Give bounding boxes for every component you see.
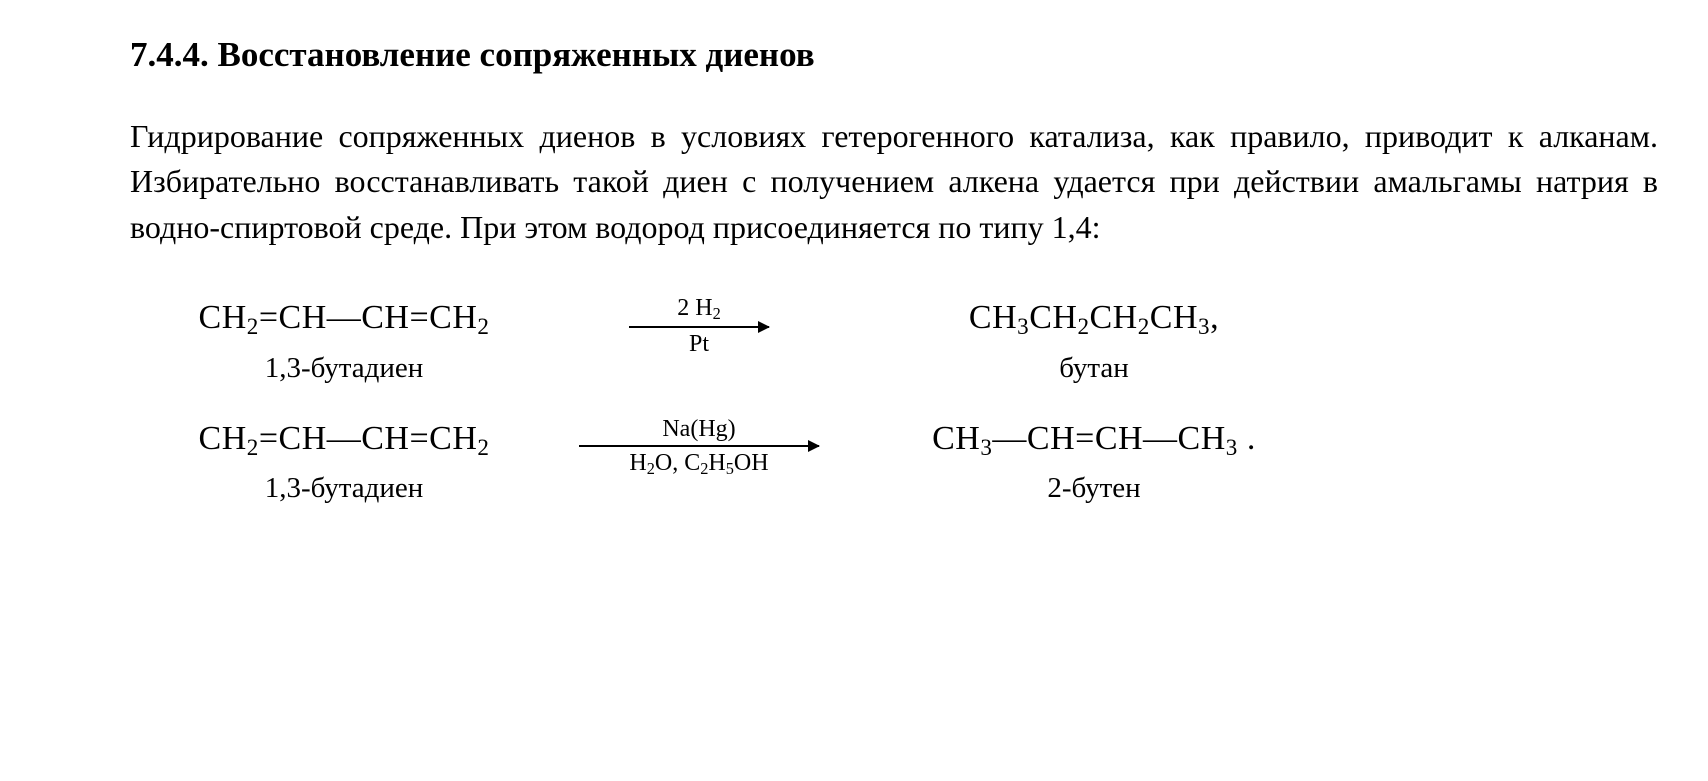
equation-row-2: CH2=CH—CH=CH2 1,3-бутадиен Na(Hg) H2O, C… xyxy=(144,415,1658,510)
eq2-arrow: Na(Hg) H2O, C2H5OH xyxy=(579,417,819,477)
eq1-product-col: CH3CH2CH2CH3, бутан xyxy=(854,294,1334,389)
equation-row-1: CH2=CH—CH=CH2 1,3-бутадиен 2 H2 Pt CH3CH… xyxy=(144,294,1658,389)
section-heading: 7.4.4. Восстановление сопряженных диенов xyxy=(130,30,1658,80)
eq2-arrow-col: Na(Hg) H2O, C2H5OH xyxy=(544,415,854,477)
eq2-reactant-caption: 1,3-бутадиен xyxy=(265,468,424,509)
eq2-arrow-top: Na(Hg) xyxy=(662,417,735,441)
eq1-reactant-formula: CH2=CH—CH=CH2 xyxy=(199,294,490,344)
eq2-product-formula: CH3—CH=CH—CH3 . xyxy=(932,415,1256,465)
body-paragraph: Гидрирование сопряженных диенов в услови… xyxy=(130,114,1658,250)
eq1-arrow-col: 2 H2 Pt xyxy=(544,294,854,356)
eq1-arrow: 2 H2 Pt xyxy=(629,296,769,356)
eq2-arrow-bottom: H2O, C2H5OH xyxy=(629,451,768,477)
equations-block: CH2=CH—CH=CH2 1,3-бутадиен 2 H2 Pt CH3CH… xyxy=(130,294,1658,510)
eq2-reactant-formula: CH2=CH—CH=CH2 xyxy=(199,415,490,465)
eq1-product-formula: CH3CH2CH2CH3, xyxy=(969,294,1219,344)
eq1-arrow-line xyxy=(629,326,769,328)
eq1-arrow-top: 2 H2 xyxy=(677,296,721,322)
eq1-reactant-caption: 1,3-бутадиен xyxy=(265,348,424,389)
eq1-arrow-bottom: Pt xyxy=(689,332,709,356)
page: 7.4.4. Восстановление сопряженных диенов… xyxy=(0,0,1708,781)
eq2-arrow-line xyxy=(579,445,819,447)
eq2-product-caption: 2-бутен xyxy=(1047,468,1140,509)
eq2-product-col: CH3—CH=CH—CH3 . 2-бутен xyxy=(854,415,1334,510)
eq1-product-caption: бутан xyxy=(1059,348,1129,389)
eq2-reactant-col: CH2=CH—CH=CH2 1,3-бутадиен xyxy=(144,415,544,510)
eq1-reactant-col: CH2=CH—CH=CH2 1,3-бутадиен xyxy=(144,294,544,389)
